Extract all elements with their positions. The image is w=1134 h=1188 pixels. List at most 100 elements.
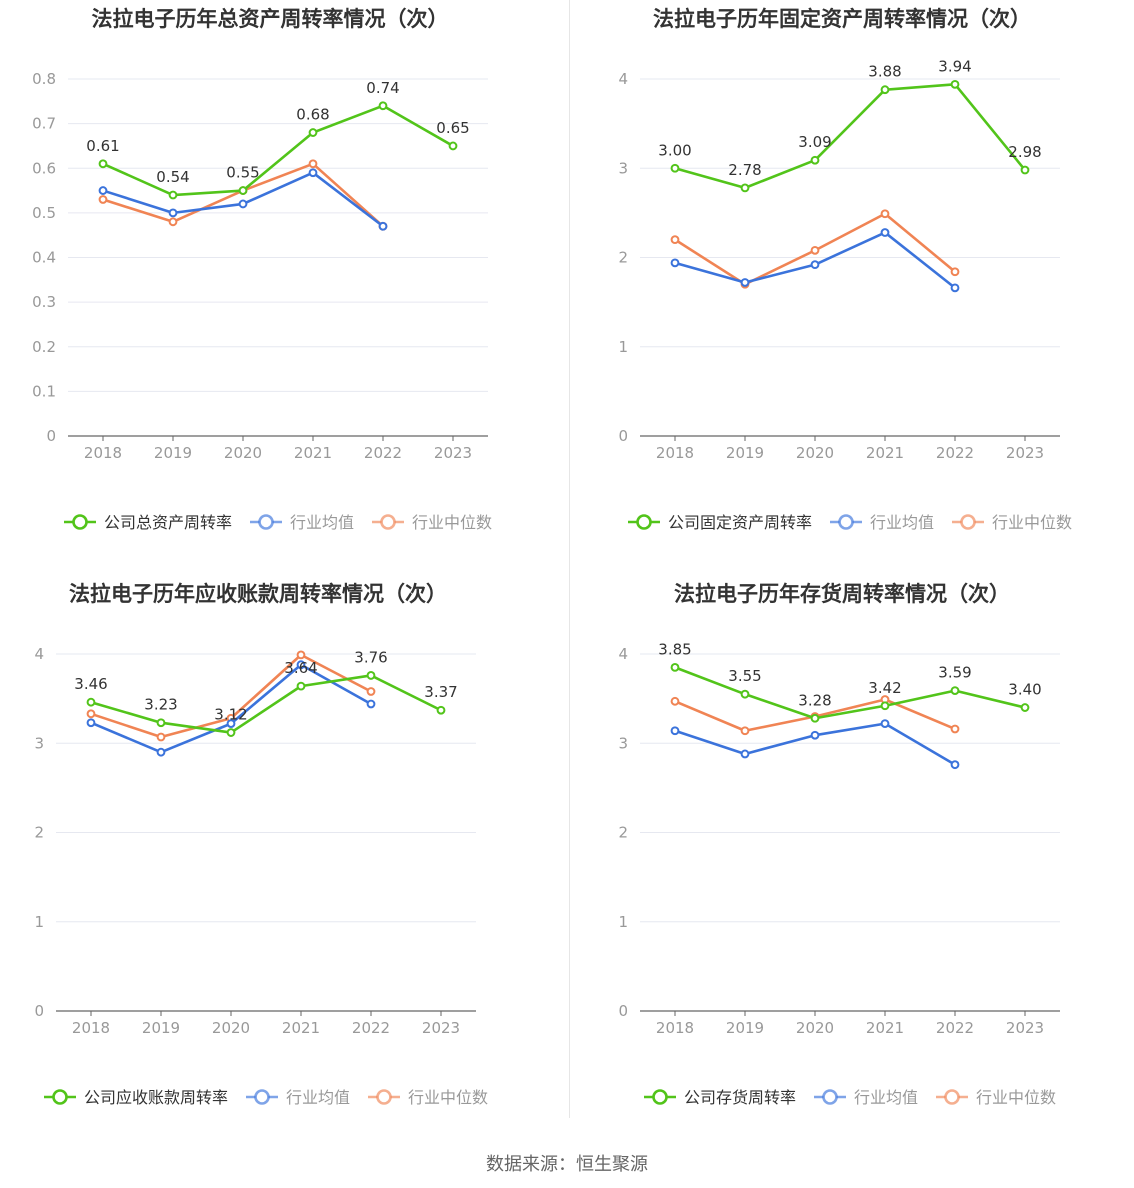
x-tick-label: 2018 bbox=[656, 444, 694, 462]
data-label: 3.42 bbox=[868, 679, 901, 697]
industry-average-point bbox=[366, 699, 376, 709]
industry-average-point bbox=[740, 749, 750, 759]
industry-median-point bbox=[86, 709, 96, 719]
y-tick-label: 3 bbox=[618, 734, 628, 752]
y-tick-label: 0 bbox=[34, 1002, 44, 1020]
data-label: 3.23 bbox=[144, 696, 177, 714]
company-point bbox=[880, 701, 890, 711]
data-label: 3.37 bbox=[424, 683, 457, 701]
company-point bbox=[378, 101, 388, 111]
x-tick-label: 2021 bbox=[294, 444, 332, 462]
inventory-turnover-chart: 法拉电子历年存货周转率情况（次） 0 1 2 3 4 2018 2019 2020 2021 202… bbox=[572, 575, 1134, 1150]
y-tick-label: 2 bbox=[618, 824, 628, 842]
company-point bbox=[810, 713, 820, 723]
y-tick-label: 0 bbox=[46, 427, 56, 445]
x-tick-label: 2022 bbox=[936, 444, 974, 462]
company-point bbox=[366, 671, 376, 680]
company-line bbox=[674, 666, 1026, 720]
x-tick-label: 2020 bbox=[796, 1019, 834, 1037]
chart-title: 法拉电子历年固定资产周转率情况（次） bbox=[653, 7, 1031, 31]
legend-label: 行业均值 bbox=[290, 513, 354, 532]
data-label: 3.40 bbox=[1008, 681, 1041, 699]
chart-svg: 法拉电子历年存货周转率情况（次） 0 1 2 3 4 2018 2019 2020 2021 202… bbox=[618, 582, 1060, 1107]
company-point bbox=[950, 79, 960, 89]
company-point bbox=[98, 159, 108, 169]
legend-label: 行业中位数 bbox=[976, 1088, 1056, 1107]
data-label: 3.46 bbox=[74, 675, 107, 693]
y-tick-label: 0.7 bbox=[32, 115, 56, 133]
legend: 公司固定资产周转率 行业均值 行业中位数 bbox=[628, 513, 1072, 532]
industry-median-point bbox=[950, 267, 960, 277]
industry-median-point bbox=[296, 650, 306, 660]
y-tick-label: 1 bbox=[618, 338, 628, 356]
legend-label: 公司固定资产周转率 bbox=[668, 513, 812, 532]
data-label: 2.98 bbox=[1008, 143, 1041, 161]
data-label: 3.59 bbox=[938, 664, 971, 682]
industry-median-point bbox=[740, 726, 750, 736]
y-tick-label: 0.5 bbox=[32, 204, 56, 222]
y-tick-label: 3 bbox=[34, 734, 44, 752]
industry-average-point bbox=[950, 283, 960, 293]
industry-average-point bbox=[168, 208, 178, 218]
legend-label: 行业均值 bbox=[286, 1088, 350, 1107]
x-tick-label: 2018 bbox=[84, 444, 122, 462]
industry-average-point bbox=[98, 186, 108, 195]
industry-average-point bbox=[880, 228, 890, 237]
company-point bbox=[448, 141, 458, 151]
industry-average-point bbox=[740, 278, 750, 287]
x-tick-label: 2018 bbox=[72, 1019, 110, 1037]
company-line bbox=[102, 104, 454, 197]
legend-marker-icon bbox=[258, 514, 274, 530]
industry-median-point bbox=[98, 195, 108, 204]
legend-marker-icon bbox=[636, 514, 652, 530]
y-tick-label: 4 bbox=[618, 70, 628, 88]
chart-title: 法拉电子历年应收账款周转率情况（次） bbox=[69, 582, 447, 606]
legend-label: 公司存货周转率 bbox=[684, 1088, 796, 1107]
legend-marker-icon bbox=[376, 1089, 392, 1105]
y-tick-label: 2 bbox=[618, 249, 628, 267]
data-label: 3.94 bbox=[938, 57, 971, 75]
legend-label: 行业均值 bbox=[854, 1088, 918, 1107]
legend-label: 行业中位数 bbox=[408, 1088, 488, 1107]
chart-svg: 法拉电子历年应收账款周转率情况（次） 0 1 2 3 4 2018 2019 2020 2021 2… bbox=[34, 582, 488, 1107]
industry-average-point bbox=[378, 221, 388, 231]
total-asset-turnover-chart: 法拉电子历年总资产周转率情况（次） 0 0.1 0.2 0.3 0.4 0.5 0.6 0.7 0… bbox=[0, 0, 567, 575]
x-tick-label: 2023 bbox=[1006, 1019, 1044, 1037]
industry-average-point bbox=[670, 258, 680, 268]
company-point bbox=[810, 155, 820, 165]
legend-label: 行业中位数 bbox=[992, 513, 1072, 532]
data-label: 0.55 bbox=[226, 164, 259, 182]
y-tick-label: 0 bbox=[618, 1002, 628, 1020]
industry-average-point bbox=[670, 726, 680, 736]
company-point bbox=[1020, 165, 1030, 175]
legend-marker-icon bbox=[254, 1089, 270, 1105]
y-tick-label: 0 bbox=[618, 427, 628, 445]
x-tick-label: 2019 bbox=[154, 444, 192, 462]
y-tick-label: 0.2 bbox=[32, 338, 56, 356]
legend-marker-icon bbox=[822, 1089, 838, 1105]
legend-marker-icon bbox=[380, 514, 396, 530]
data-label: 0.54 bbox=[156, 168, 189, 186]
source-note: 数据来源：恒生聚源 bbox=[486, 1154, 648, 1175]
company-line bbox=[90, 674, 442, 734]
legend-marker-icon bbox=[652, 1089, 668, 1105]
y-tick-label: 1 bbox=[618, 913, 628, 931]
legend: 公司存货周转率 行业均值 行业中位数 bbox=[644, 1088, 1056, 1107]
company-point bbox=[670, 163, 680, 173]
x-tick-label: 2019 bbox=[726, 1019, 764, 1037]
chart-title: 法拉电子历年存货周转率情况（次） bbox=[674, 582, 1010, 606]
industry-average-point bbox=[156, 747, 166, 757]
y-tick-label: 4 bbox=[34, 645, 44, 663]
x-tick-label: 2020 bbox=[212, 1019, 250, 1037]
data-label: 0.68 bbox=[296, 106, 329, 124]
data-label: 3.55 bbox=[728, 667, 761, 685]
company-point bbox=[308, 128, 318, 137]
industry-median-point bbox=[670, 235, 680, 245]
industry-median-point bbox=[670, 696, 680, 706]
y-tick-label: 0.4 bbox=[32, 249, 56, 267]
industry-median-point bbox=[810, 245, 820, 255]
industry-average-point bbox=[238, 199, 248, 209]
y-tick-label: 3 bbox=[618, 159, 628, 177]
x-tick-label: 2023 bbox=[434, 444, 472, 462]
x-tick-label: 2021 bbox=[282, 1019, 320, 1037]
